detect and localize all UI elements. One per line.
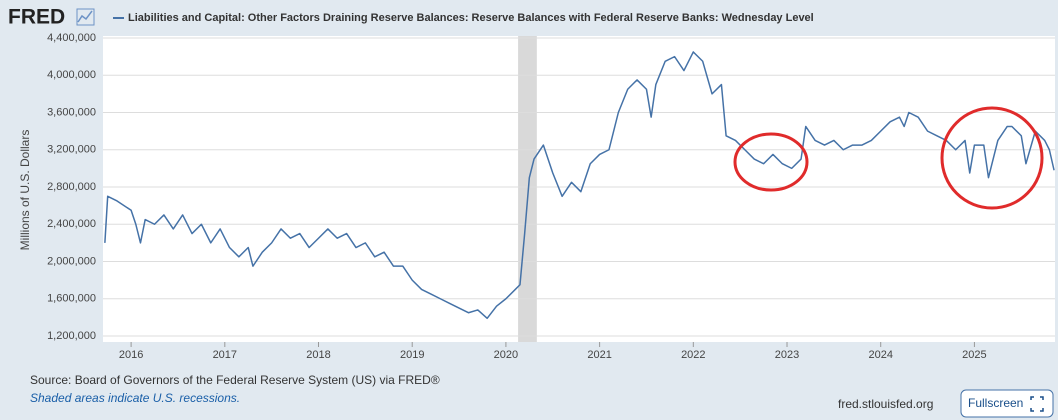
- series-line: [104, 51, 1055, 320]
- x-tick-label: 2020: [494, 349, 518, 361]
- x-tick-label: 2021: [587, 349, 611, 361]
- y-axis-label: Millions of U.S. Dollars: [18, 130, 32, 251]
- legend-label: Liabilities and Capital: Other Factors D…: [128, 12, 814, 24]
- x-tick-label: 2024: [868, 349, 892, 361]
- annotation-circle: [733, 132, 809, 192]
- logo: FRED: [8, 6, 65, 29]
- annotation-circle: [940, 106, 1044, 210]
- x-tick-label: 2023: [775, 349, 799, 361]
- fullscreen-button[interactable]: Fullscreen: [960, 389, 1054, 418]
- x-tick-label: 2022: [681, 349, 705, 361]
- fullscreen-label[interactable]: Fullscreen: [968, 396, 1023, 410]
- x-tick-label: 2019: [400, 349, 424, 361]
- x-tick-label: 2016: [119, 349, 143, 361]
- note: Shaded areas indicate U.S. recessions.: [30, 391, 240, 405]
- source: Source: Board of Governors of the Federa…: [30, 373, 440, 387]
- y-tick-label: 3,600,000: [47, 106, 96, 118]
- x-tick-label: 2025: [962, 349, 986, 361]
- y-tick-label: 1,600,000: [47, 293, 96, 305]
- plot: 1,200,000 1,600,000 2,000,000 2,400,000 2,80…: [47, 32, 1055, 361]
- recession-band: [518, 36, 537, 342]
- x-tick-label: 2017: [213, 349, 237, 361]
- site: fred.stlouisfed.org: [838, 397, 933, 411]
- y-tick-label: 2,800,000: [47, 181, 96, 193]
- y-tick-label: 4,000,000: [47, 69, 96, 81]
- y-tick-label: 2,000,000: [47, 255, 96, 267]
- logo-icon: [76, 8, 95, 26]
- y-tick-label: 1,200,000: [47, 330, 96, 342]
- x-tick-label: 2018: [306, 349, 330, 361]
- y-tick-label: 2,400,000: [47, 218, 96, 230]
- y-tick-label: 4,400,000: [47, 32, 96, 44]
- y-tick-label: 3,200,000: [47, 144, 96, 156]
